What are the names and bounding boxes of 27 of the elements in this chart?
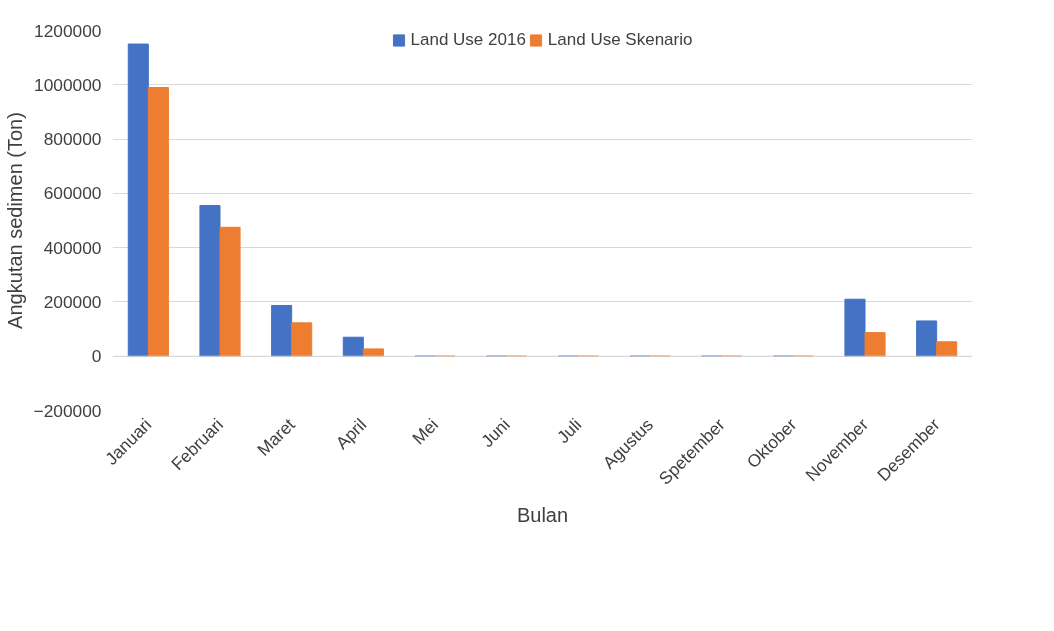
y-tick-label: 600000 <box>43 183 102 204</box>
bar <box>147 87 169 357</box>
bar <box>219 226 241 357</box>
x-tick-label: Mei <box>408 414 443 449</box>
legend-label: Land Use Skenario <box>547 30 693 50</box>
bar <box>271 304 293 357</box>
x-axis-title: Bulan <box>516 503 569 526</box>
bar <box>199 205 221 357</box>
y-tick-label: 0 <box>91 346 102 367</box>
bar <box>936 341 958 357</box>
y-tick-label: 1000000 <box>34 74 102 95</box>
y-tick-label: 200000 <box>43 291 102 312</box>
bar <box>864 332 886 357</box>
bar <box>342 336 364 357</box>
x-tick-label: Juli <box>552 414 586 447</box>
x-tick-label: Juni <box>477 414 514 452</box>
y-axis-title: Angkutan sedimen (Ton) <box>3 112 26 329</box>
bar <box>127 43 149 357</box>
y-tick-label: −200000 <box>33 400 102 421</box>
bar <box>362 348 384 357</box>
y-tick-label: 400000 <box>43 237 102 258</box>
bar <box>844 298 866 357</box>
y-tick-label: 1200000 <box>34 20 102 41</box>
bar <box>291 322 313 357</box>
bar <box>916 320 938 357</box>
legend-label: Land Use 2016 <box>410 30 526 50</box>
y-tick-label: 800000 <box>43 129 102 150</box>
